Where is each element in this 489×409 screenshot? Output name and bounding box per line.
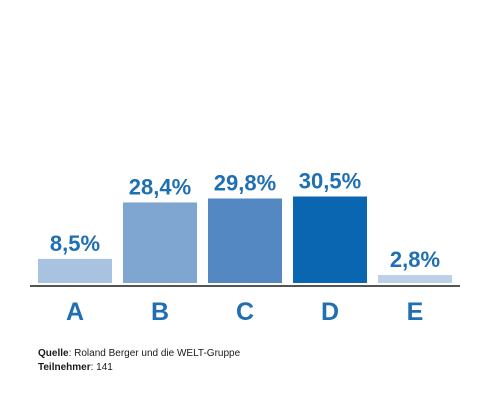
source-value: : Roland Berger und die WELT-Gruppe [68,348,241,359]
value-label-e: 2,8% [390,247,440,272]
category-label-b: B [151,298,169,326]
source-label: Quelle [38,348,69,359]
source-line: Quelle: Roland Berger und die WELT-Grupp… [38,347,240,361]
bar-e [378,275,452,283]
value-label-a: 8,5% [50,231,100,256]
bar-a [38,258,112,283]
value-label-b: 28,4% [129,174,191,199]
chart-footer: Quelle: Roland Berger und die WELT-Grupp… [38,347,240,375]
value-label-d: 30,5% [299,169,361,194]
category-label-c: C [236,298,254,326]
value-label-c: 29,8% [214,170,276,195]
category-label-d: D [321,298,339,326]
participants-line: Teilnehmer: 141 [38,361,240,375]
bar-d [293,196,367,283]
bar-c [208,198,282,283]
category-label-e: E [407,298,424,326]
bar-chart: 8,5% A 28,4% B 29,8% C 30,5% D 2,8% E [30,169,460,326]
category-label-a: A [66,298,84,326]
bar-b [123,202,197,283]
participants-label: Teilnehmer [38,362,91,373]
participants-value: : 141 [90,362,113,373]
